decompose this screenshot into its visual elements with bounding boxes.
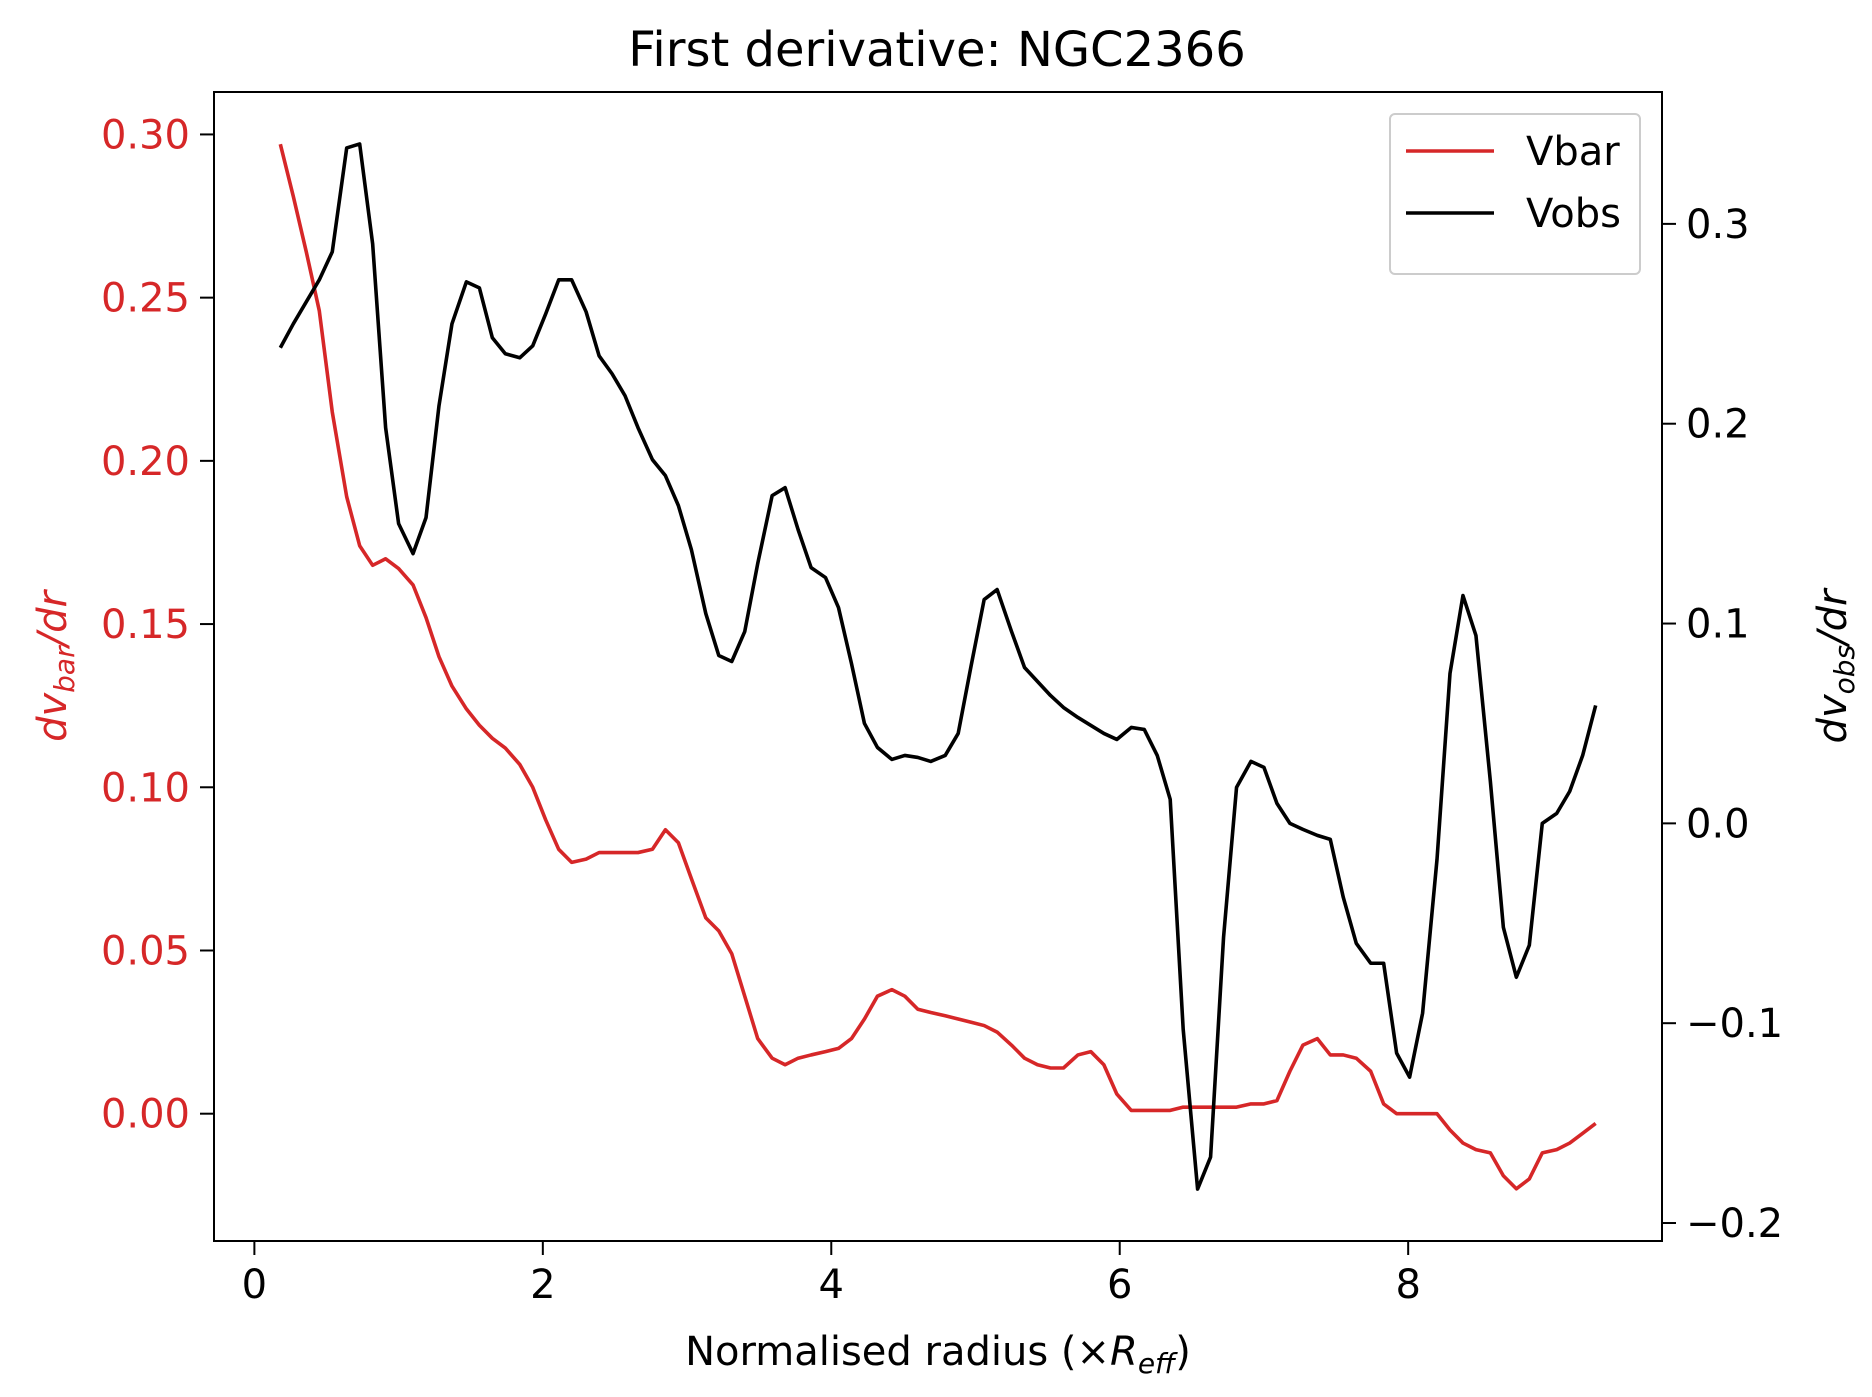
x-tick-label: 0 (242, 1262, 267, 1308)
x-axis-label: Normalised radius (×Reff) (685, 1329, 1191, 1380)
y-tick-label: 0.20 (101, 439, 190, 485)
chart-title: First derivative: NGC2366 (628, 22, 1245, 78)
y-tick-label: 0.00 (101, 1092, 190, 1138)
y2-tick-label: 0.0 (1686, 801, 1750, 847)
x-tick-label: 2 (530, 1262, 555, 1308)
y2-tick-label: −0.1 (1686, 1001, 1783, 1047)
y2-axis-label: dvobs/dr (1810, 587, 1861, 743)
x-axis-label-part: eff (1138, 1347, 1178, 1380)
legend-label: Vbar (1526, 129, 1620, 175)
y-tick-label: 0.15 (101, 602, 190, 648)
y-axis-label-part: /dr (30, 589, 76, 650)
x-axis-label-part: R (1110, 1329, 1138, 1375)
x-tick-label: 6 (1107, 1262, 1132, 1308)
y2-tick-label: 0.3 (1686, 202, 1750, 248)
y-axis-label-part: bar (48, 645, 81, 693)
y2-axis-label-part: dv (1810, 693, 1856, 743)
x-axis-label-part: Normalised radius (× (685, 1329, 1110, 1375)
x-tick-label: 8 (1395, 1262, 1420, 1308)
legend-box (1389, 113, 1641, 275)
y-axis-label-part: dv (30, 692, 76, 742)
y2-axis-label-part: /dr (1810, 587, 1856, 648)
x-axis-label-part: ) (1175, 1329, 1191, 1375)
y2-tick-label: 0.1 (1686, 602, 1750, 648)
y2-tick-label: −0.2 (1686, 1201, 1783, 1247)
y-tick-label: 0.05 (101, 928, 190, 974)
y2-axis-label-part: obs (1828, 645, 1861, 695)
series-line (278, 142, 1598, 1191)
y-axis-label: dvbar/dr (30, 589, 81, 742)
y2-tick-label: 0.2 (1686, 402, 1750, 448)
legend-label: Vobs (1526, 191, 1621, 237)
series-line (278, 143, 1597, 1191)
x-tick-label: 4 (819, 1262, 844, 1308)
plot-frame (213, 91, 1663, 1242)
y-tick-label: 0.10 (101, 765, 190, 811)
y-tick-label: 0.30 (101, 112, 190, 158)
y-tick-label: 0.25 (101, 276, 190, 322)
